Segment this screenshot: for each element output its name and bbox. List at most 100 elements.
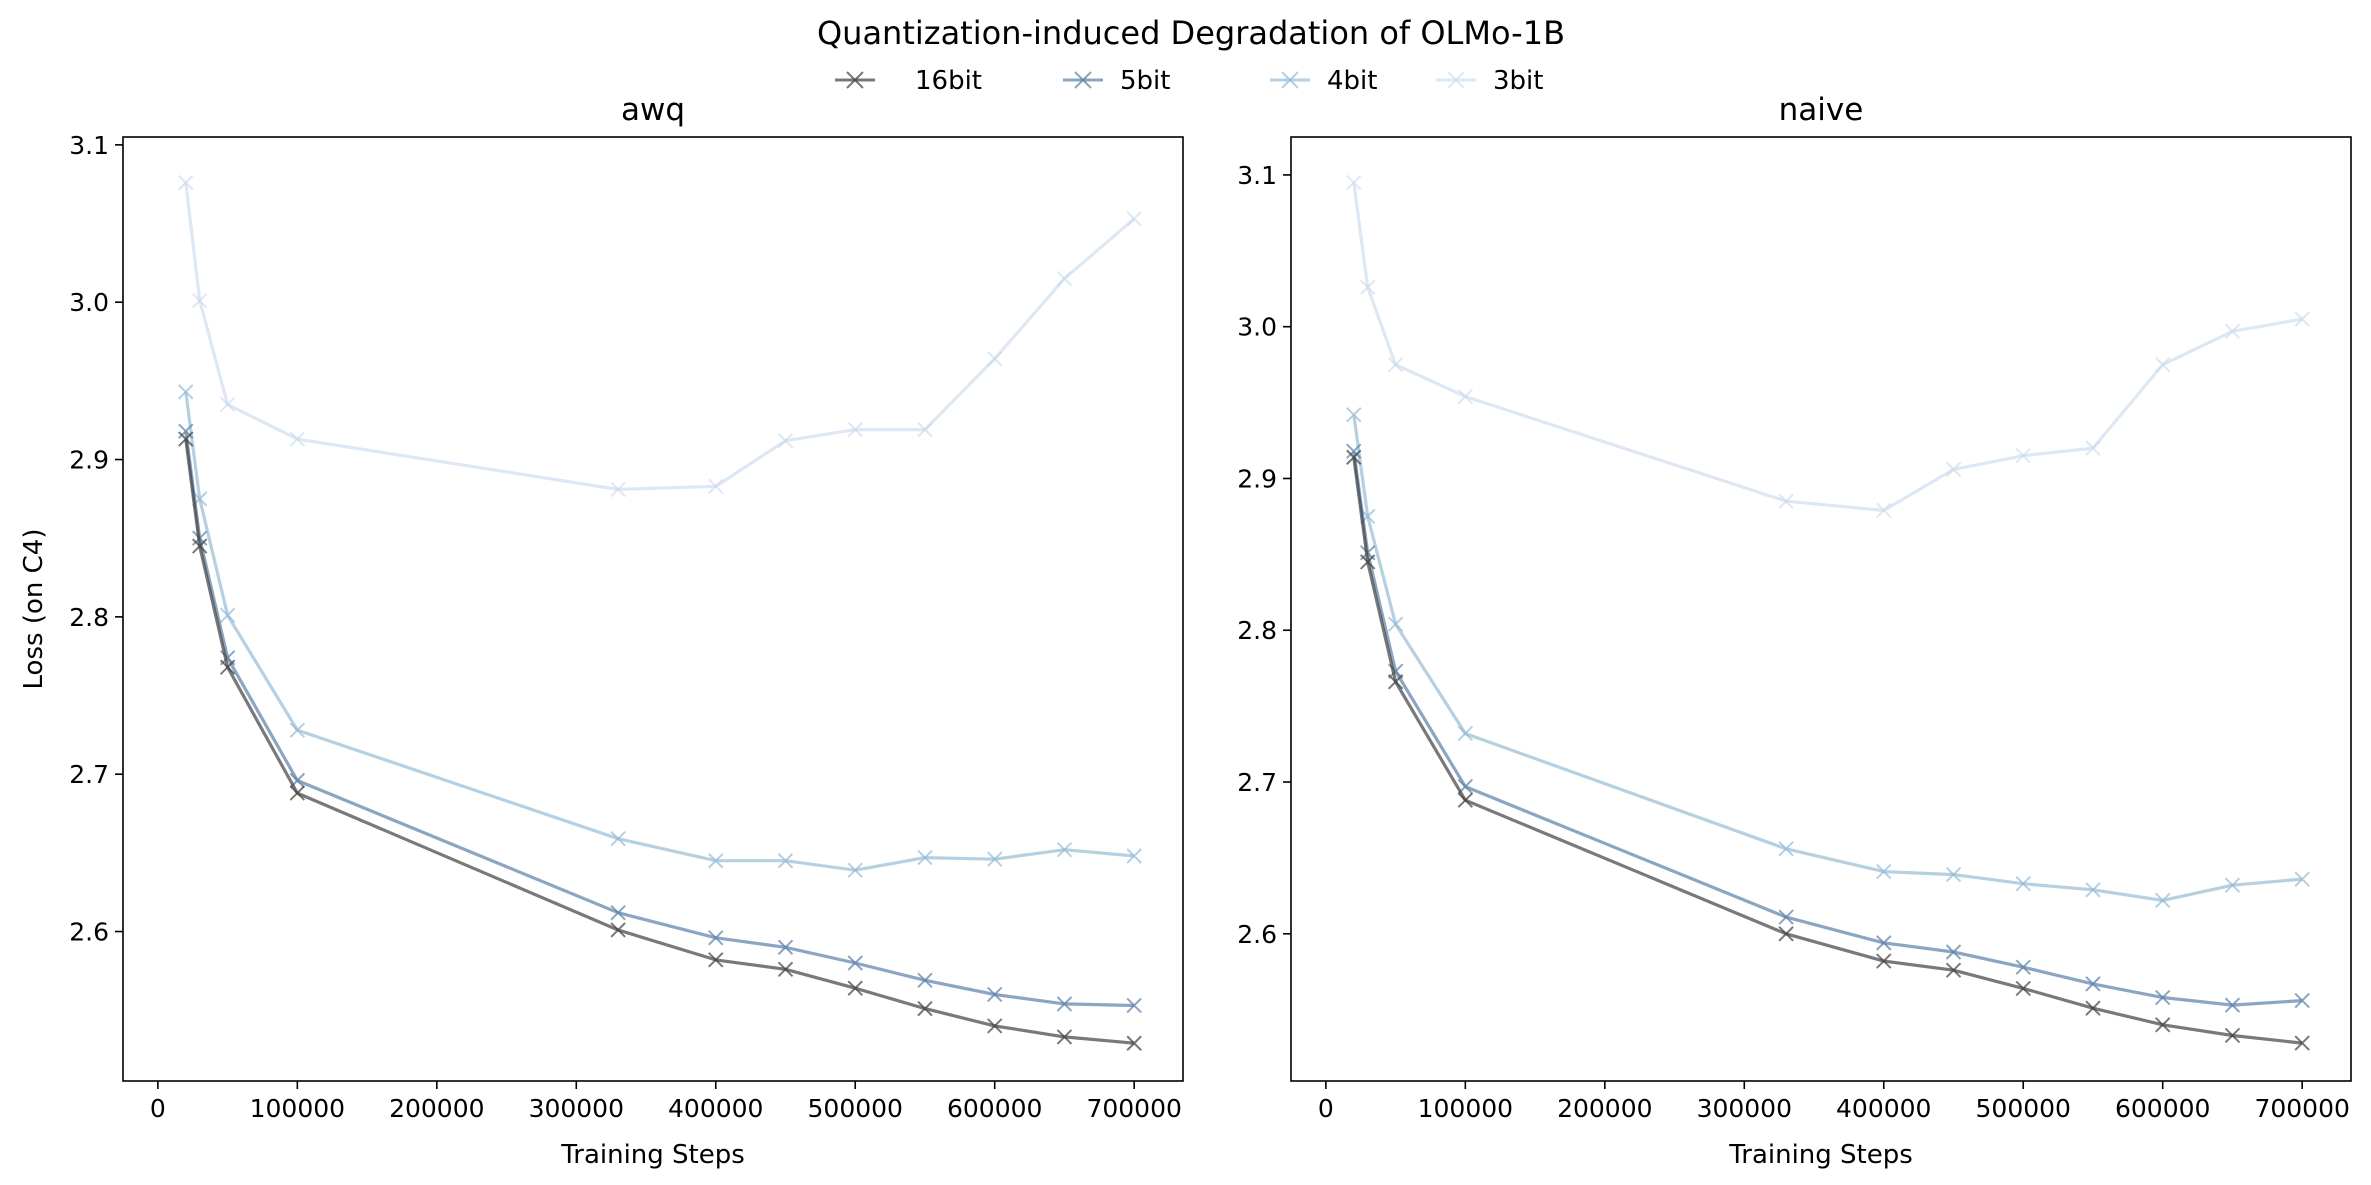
- awq-point-3bit: [708, 478, 724, 494]
- awq-point-3bit: [192, 292, 208, 309]
- legend-cross-marker-1: [1074, 71, 1092, 89]
- legend: 16bit 5bit 4bit 3bit: [835, 66, 1543, 96]
- awq-point-5bit: [987, 986, 1003, 1003]
- awq-panel-title: awq: [621, 92, 685, 128]
- awq-point-16bit: [847, 980, 863, 996]
- awq-point-3bit: [178, 174, 194, 191]
- naive-point-5bit: [1945, 944, 1962, 960]
- awq-point-4bit: [219, 607, 236, 624]
- naive-point-4bit: [2224, 877, 2241, 893]
- naive-x-ticks: 0 100000 200000 300000 400000 500000 600000 700…: [1318, 1081, 2350, 1123]
- awq-point-5bit: [708, 930, 724, 946]
- awq-point-3bit: [610, 481, 626, 498]
- awq-point-5bit: [847, 955, 863, 971]
- naive-point-3bit: [1346, 174, 1362, 191]
- naive-panel: 0 100000 200000 300000 400000 500000 600000 700…: [1237, 92, 2352, 1170]
- naive-point-3bit: [1876, 502, 1892, 519]
- naive-point-3bit: [1360, 279, 1376, 295]
- naive-x-tick-label: 700000: [2254, 1094, 2349, 1123]
- awq-point-3bit: [1126, 211, 1142, 227]
- awq-point-4bit: [610, 830, 626, 847]
- awq-point-16bit: [987, 1018, 1003, 1034]
- naive-point-16bit: [1457, 792, 1474, 808]
- naive-point-5bit: [2224, 997, 2241, 1013]
- awq-x-tick-label: 500000: [808, 1094, 903, 1123]
- awq-y-tick-label: 3.1: [69, 131, 109, 160]
- awq-point-3bit: [1056, 270, 1073, 287]
- awq-point-16bit: [192, 538, 208, 554]
- awq-point-16bit: [289, 785, 306, 801]
- awq-point-3bit: [777, 432, 794, 449]
- naive-point-5bit: [1778, 909, 1794, 925]
- awq-point-5bit: [1056, 996, 1073, 1012]
- naive-point-4bit: [1876, 863, 1892, 880]
- naive-point-4bit: [2155, 892, 2171, 909]
- naive-point-3bit: [2294, 311, 2310, 327]
- awq-point-4bit: [917, 849, 933, 866]
- awq-point-3bit: [847, 421, 863, 438]
- legend-cross-marker-0: [846, 71, 864, 89]
- awq-x-tick-label: 0: [150, 1094, 166, 1123]
- naive-x-tick-label: 600000: [2115, 1094, 2210, 1123]
- awq-point-5bit: [178, 423, 194, 439]
- naive-y-tick-label: 2.8: [1237, 616, 1277, 645]
- naive-point-16bit: [2155, 1017, 2171, 1033]
- awq-point-16bit: [1056, 1029, 1073, 1045]
- naive-point-4bit: [1778, 841, 1794, 857]
- awq-panel: 0 100000 200000 300000 400000 500000 600000 700…: [19, 92, 1184, 1170]
- awq-x-ticks: 0 100000 200000 300000 400000 500000 600000 700…: [150, 1081, 1182, 1123]
- naive-point-4bit: [2294, 871, 2310, 887]
- naive-series-lines: [1346, 174, 2310, 1051]
- awq-x-tick-label: 600000: [947, 1094, 1042, 1123]
- naive-y-tick-label: 3.1: [1237, 161, 1277, 190]
- naive-panel-title: naive: [1779, 92, 1864, 128]
- awq-point-4bit: [178, 384, 194, 400]
- awq-point-16bit: [777, 961, 794, 978]
- naive-point-5bit: [2155, 989, 2171, 1006]
- naive-x-tick-label: 0: [1318, 1094, 1334, 1123]
- awq-point-16bit: [917, 1000, 933, 1017]
- naive-point-16bit: [1360, 554, 1376, 570]
- awq-plot-frame: [122, 136, 1184, 1082]
- naive-point-16bit: [2294, 1035, 2310, 1051]
- awq-x-axis-label: Training Steps: [560, 1140, 745, 1170]
- awq-series-line-5bit: [184, 430, 1135, 1008]
- awq-point-16bit: [178, 431, 194, 447]
- naive-point-4bit: [2015, 875, 2031, 892]
- awq-x-tick-label: 100000: [250, 1094, 345, 1123]
- naive-plot-frame: [1290, 136, 2352, 1082]
- naive-x-tick-label: 300000: [1697, 1094, 1792, 1123]
- naive-point-16bit: [2015, 980, 2031, 997]
- awq-x-tick-label: 200000: [389, 1094, 484, 1123]
- naive-point-5bit: [2294, 992, 2310, 1009]
- legend-marker-1: [1074, 71, 1092, 89]
- naive-point-3bit: [1387, 356, 1404, 373]
- legend-item-1: 5bit: [1063, 66, 1170, 96]
- naive-point-16bit: [1778, 926, 1794, 942]
- awq-point-5bit: [777, 939, 794, 955]
- naive-point-16bit: [2085, 1000, 2101, 1016]
- awq-point-5bit: [1126, 997, 1142, 1014]
- awq-x-tick-label: 700000: [1086, 1094, 1181, 1123]
- naive-x-tick-label: 200000: [1557, 1094, 1652, 1123]
- naive-point-3bit: [2015, 448, 2031, 464]
- naive-series-line-3bit: [1352, 182, 2303, 512]
- naive-y-tick-label: 3.0: [1237, 313, 1277, 342]
- awq-point-5bit: [917, 972, 933, 989]
- legend-item-0: 16bit: [835, 66, 982, 96]
- awq-point-16bit: [610, 922, 626, 938]
- awq-point-4bit: [1056, 842, 1073, 858]
- naive-series-line-16bit: [1352, 456, 2303, 1045]
- legend-marker-0: [846, 71, 864, 89]
- awq-point-4bit: [289, 722, 306, 738]
- naive-point-4bit: [1346, 407, 1362, 423]
- naive-x-axis-label: Training Steps: [1728, 1140, 1913, 1170]
- legend-label-1: 5bit: [1120, 66, 1170, 96]
- awq-x-tick-label: 300000: [529, 1094, 624, 1123]
- naive-series-line-5bit: [1352, 450, 2303, 1007]
- awq-point-3bit: [289, 431, 306, 447]
- naive-point-5bit: [2085, 976, 2101, 992]
- awq-x-tick-label: 400000: [668, 1094, 763, 1123]
- naive-point-16bit: [1945, 962, 1962, 978]
